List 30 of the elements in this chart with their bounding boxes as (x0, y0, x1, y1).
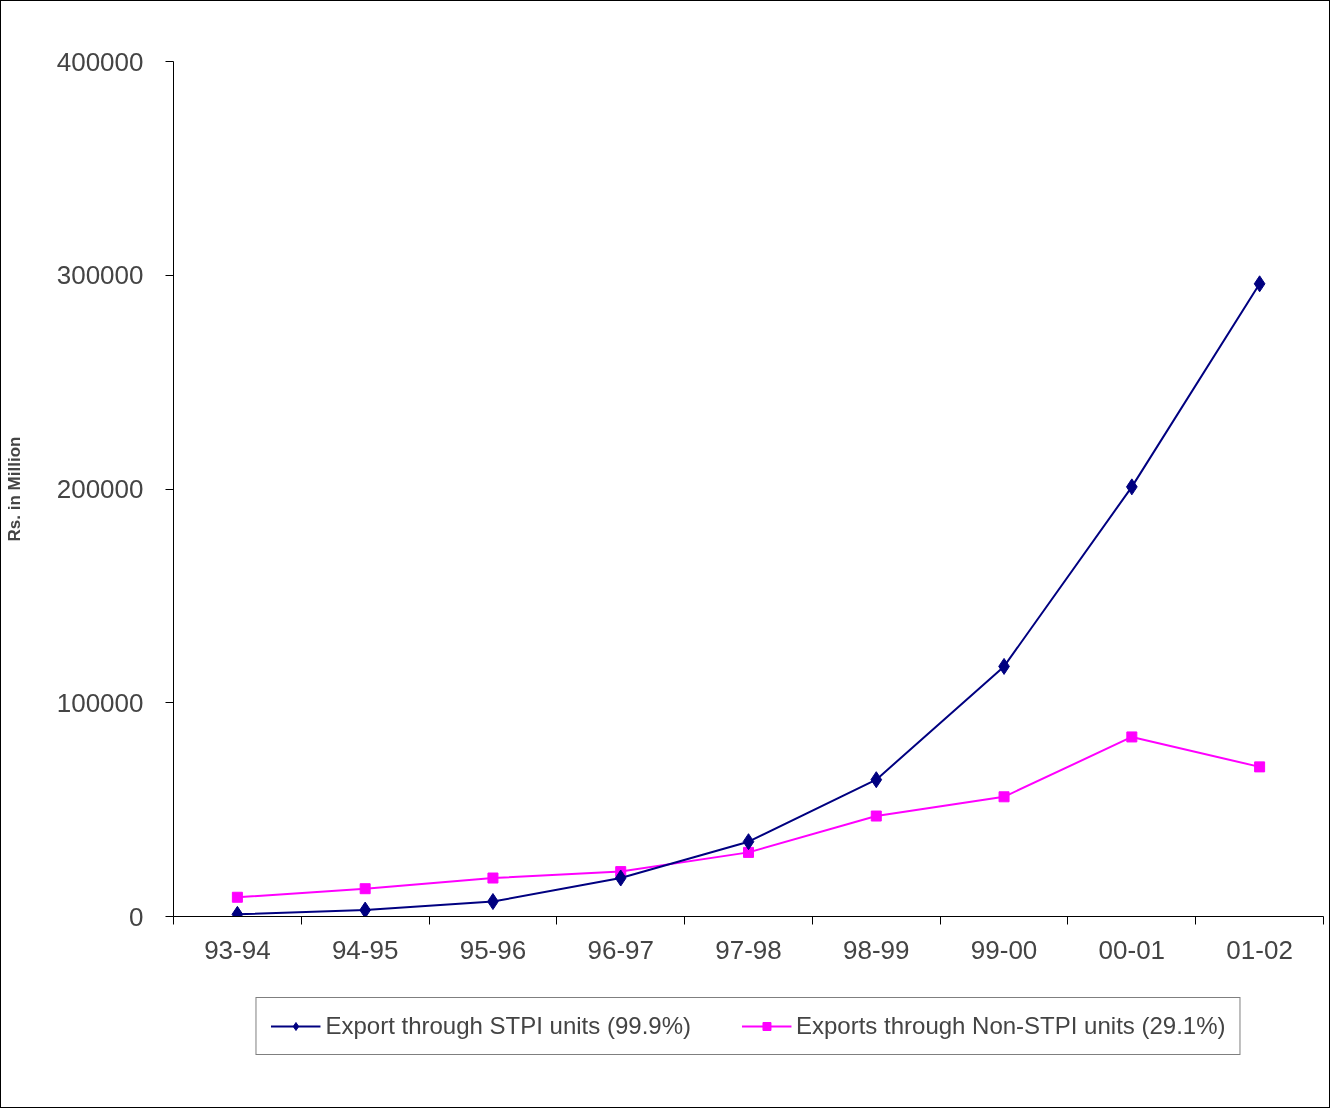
point (359, 901, 371, 917)
y-tick-label: 0 (129, 901, 144, 932)
point (614, 869, 627, 887)
point (1126, 731, 1138, 743)
x-tick-label: 96-97 (587, 934, 654, 965)
point (1254, 761, 1266, 773)
point (743, 846, 754, 858)
y-axis-title: Rs. in Million (4, 436, 24, 542)
y-tick-label: 200000 (56, 474, 144, 504)
x-tick-label: 01-02 (1226, 934, 1293, 965)
x-tick-label: 00-01 (1098, 934, 1166, 965)
y-tick-label: 400000 (56, 46, 144, 77)
point (1253, 275, 1266, 293)
x-tick-label: 98-99 (843, 934, 910, 965)
legend-label: Exports through Non-STPI units (29.1%) (795, 1012, 1226, 1040)
x-tick-label: 97-98 (715, 934, 782, 965)
x-tick-label: 93-94 (204, 934, 271, 965)
x-tick-label: 95-96 (459, 934, 527, 965)
point (870, 810, 882, 822)
legend-label: Export through STPI units (99.9%) (325, 1012, 691, 1040)
point (487, 872, 499, 884)
x-tick-label: 99-00 (970, 934, 1038, 965)
point (870, 771, 883, 789)
point (231, 891, 243, 903)
point (998, 791, 1010, 803)
point (359, 883, 371, 895)
x-tick-label: 94-95 (331, 934, 399, 965)
y-tick-label: 300000 (56, 260, 144, 291)
y-tick-label: 100000 (56, 687, 144, 718)
point (742, 833, 755, 851)
